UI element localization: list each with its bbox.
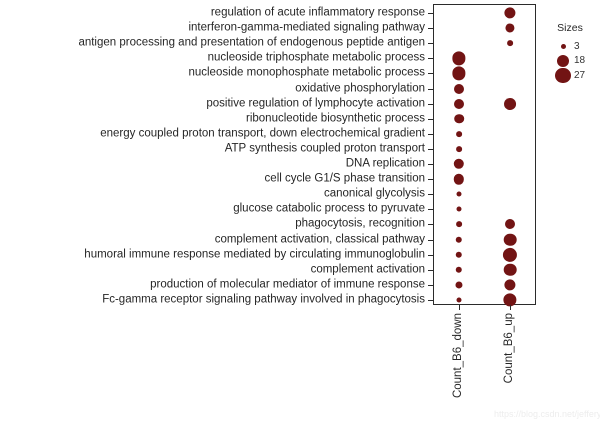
plot-panel [433, 4, 536, 305]
data-point [456, 146, 462, 152]
data-point [503, 233, 517, 246]
data-point [453, 173, 465, 185]
y-axis-tick-label: energy coupled proton transport, down el… [100, 127, 425, 140]
data-point [456, 297, 462, 303]
y-axis-tick [428, 224, 433, 226]
y-axis-tick [428, 239, 433, 241]
y-axis-tick-label: antigen processing and presentation of e… [78, 36, 425, 49]
y-axis-tick [428, 43, 433, 45]
data-point [456, 191, 462, 197]
data-point [454, 98, 464, 109]
y-axis-tick [428, 28, 433, 30]
x-axis-tick-label: Count_B6_up [503, 313, 515, 384]
data-point [455, 251, 463, 258]
y-axis-tick [428, 179, 433, 181]
y-axis-tick-label: regulation of acute inflammatory respons… [210, 6, 425, 19]
legend-entry: 3 [552, 39, 598, 54]
y-axis-tick [428, 194, 433, 196]
legend-circle-icon [560, 43, 566, 49]
data-point [503, 263, 517, 276]
data-point [452, 66, 466, 81]
data-point [455, 281, 463, 289]
data-point [507, 40, 513, 47]
y-axis-tick-label: complement activation [310, 262, 425, 275]
y-axis-tick-label: nucleoside monophosphate metabolic proce… [188, 66, 425, 79]
y-axis-tick [428, 88, 433, 90]
data-point [505, 23, 515, 33]
data-point [456, 130, 462, 137]
y-axis-tick-label: complement activation, classical pathway [214, 232, 425, 245]
x-axis-tick [510, 305, 511, 310]
data-point [455, 236, 463, 243]
legend-circle-icon [555, 67, 571, 83]
legend-entry: 27 [552, 67, 598, 83]
y-axis-tick-label: nucleoside triphosphate metabolic proces… [207, 51, 425, 64]
y-axis-tick-label: Fc-gamma receptor signaling pathway invo… [102, 293, 425, 306]
y-axis-tick [428, 103, 433, 105]
y-axis-tick [428, 73, 433, 75]
y-axis-tick-label: ribonucleotide biosynthetic process [246, 111, 425, 124]
data-point [453, 158, 465, 170]
legend-symbol-cell [552, 67, 574, 83]
data-point [454, 113, 464, 124]
y-axis-tick-label: production of molecular mediator of immu… [150, 278, 425, 291]
size-legend: Sizes 3 18 27 [552, 22, 598, 83]
y-axis-tick-label: positive regulation of lymphocyte activa… [206, 96, 425, 109]
y-axis-tick [428, 269, 433, 271]
data-point [454, 83, 464, 94]
watermark-text: https://blog.csdn.net/jeffery0207 [494, 409, 600, 419]
x-axis-tick-label: Count_B6_down [452, 313, 464, 399]
legend-value-label: 27 [574, 69, 586, 81]
data-point [504, 279, 516, 291]
data-point [452, 51, 466, 65]
legend-entry: 18 [552, 54, 598, 69]
legend-circle-icon [556, 54, 570, 67]
legend-symbol-cell [552, 43, 574, 49]
y-axis-tick-label: oxidative phosphorylation [295, 81, 425, 94]
y-axis-tick-label: cell cycle G1/S phase transition [264, 172, 425, 185]
legend-symbol-cell [552, 54, 574, 67]
legend-value-label: 3 [574, 40, 580, 52]
data-point [456, 221, 462, 228]
y-axis-tick-label: interferon-gamma-mediated signaling path… [188, 21, 425, 34]
y-axis-tick-label: DNA replication [345, 157, 425, 170]
y-axis-tick [428, 164, 433, 165]
y-axis-tick-label: phagocytosis, recognition [295, 217, 425, 230]
data-point [502, 247, 518, 262]
legend-title: Sizes [557, 22, 583, 34]
y-axis-tick [428, 209, 433, 211]
legend-value-label: 18 [574, 55, 586, 67]
y-axis-tick [428, 254, 433, 256]
y-axis-tick-label: humoral immune response mediated by circ… [84, 247, 425, 260]
x-axis-tick [459, 305, 460, 310]
y-axis-tick [428, 118, 433, 120]
y-axis-tick-label: ATP synthesis coupled proton transport [224, 142, 425, 155]
data-point [456, 206, 462, 212]
y-axis-tick-label: canonical glycolysis [324, 187, 425, 200]
y-axis-tick [428, 284, 433, 286]
y-axis-tick-label: glucose catabolic process to pyruvate [233, 202, 425, 215]
y-axis-tick [428, 58, 433, 60]
y-axis-tick [428, 299, 433, 301]
data-point [504, 97, 516, 110]
data-point [504, 7, 516, 19]
data-point [503, 293, 517, 307]
y-axis-tick [428, 133, 433, 135]
data-point [505, 219, 515, 230]
legend-entries: 3 18 27 [552, 39, 598, 83]
y-axis-tick [428, 148, 433, 150]
data-point [455, 266, 463, 273]
y-axis-tick [428, 13, 433, 14]
